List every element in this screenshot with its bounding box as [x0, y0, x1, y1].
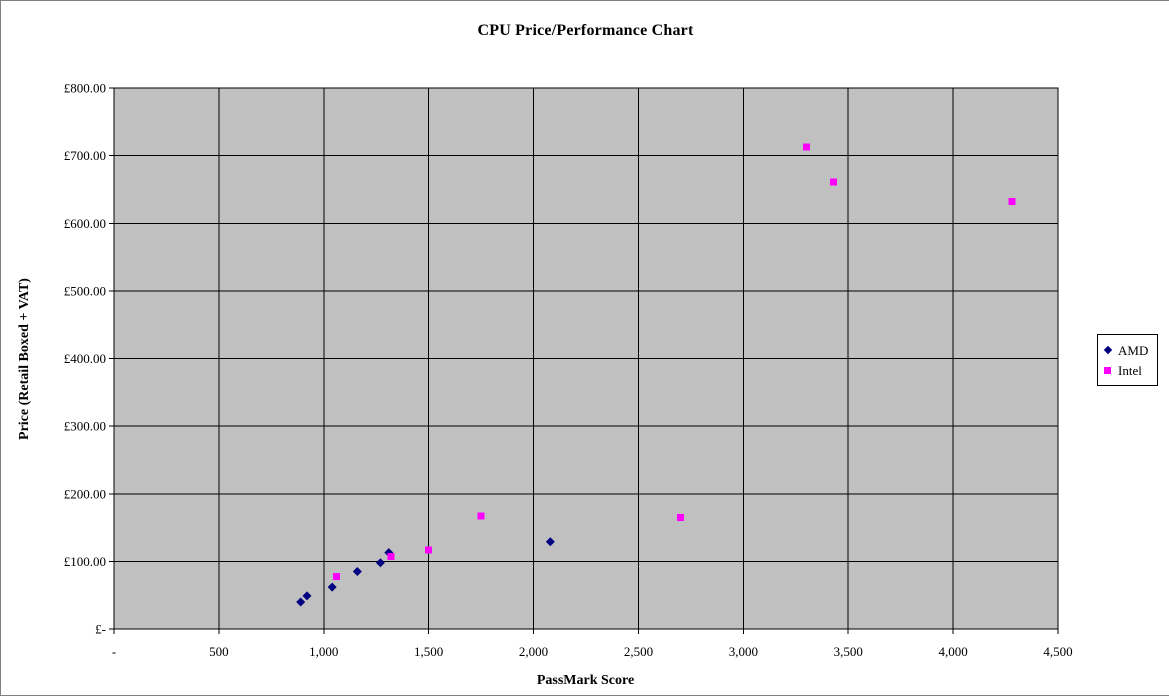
y-tick-label: £100.00	[64, 554, 106, 569]
data-point-intel	[1008, 198, 1016, 206]
legend-label: AMD	[1118, 342, 1149, 358]
y-tick-label: £700.00	[64, 148, 106, 163]
diamond-marker-icon	[1103, 345, 1115, 355]
x-tick-label: 500	[209, 644, 229, 659]
y-tick-label: £200.00	[64, 486, 106, 501]
data-point-amd	[327, 582, 337, 592]
x-tick-label: 4,500	[1043, 644, 1072, 659]
data-point-intel	[332, 572, 340, 580]
y-tick-label: £300.00	[64, 419, 106, 434]
x-tick-label: 1,000	[309, 644, 338, 659]
x-tick-label: 2,500	[624, 644, 653, 659]
x-tick-label: 2,000	[519, 644, 548, 659]
data-point-amd	[545, 537, 555, 547]
y-tick-label: £500.00	[64, 283, 106, 298]
x-tick-label: -	[112, 644, 116, 659]
square-marker-icon	[1104, 366, 1115, 374]
data-point-amd	[375, 558, 385, 568]
x-tick-label: 3,500	[834, 644, 863, 659]
y-tick-label: £-	[95, 622, 106, 637]
legend-label: Intel	[1118, 362, 1142, 378]
data-point-intel	[676, 513, 684, 521]
data-point-amd	[352, 567, 362, 577]
data-point-intel	[425, 546, 433, 554]
legend: AMD Intel	[1097, 334, 1158, 386]
x-axis-title: PassMark Score	[536, 673, 635, 688]
data-point-intel	[802, 143, 810, 151]
x-tick-label: 3,000	[729, 644, 758, 659]
x-tick-label: 1,500	[414, 644, 443, 659]
chart-title: CPU Price/Performance Chart	[477, 22, 694, 39]
data-point-intel	[387, 553, 395, 561]
y-tick-label: £600.00	[64, 216, 106, 231]
x-tick-label: 4,000	[938, 644, 967, 659]
y-tick-label: £400.00	[64, 351, 106, 366]
data-point-amd	[302, 591, 312, 601]
data-point-intel	[830, 178, 838, 186]
legend-item-amd: AMD	[1103, 340, 1153, 360]
data-point-amd	[296, 597, 306, 607]
legend-item-intel: Intel	[1104, 360, 1153, 380]
data-point-intel	[477, 512, 485, 520]
y-tick-label: £800.00	[64, 81, 106, 96]
